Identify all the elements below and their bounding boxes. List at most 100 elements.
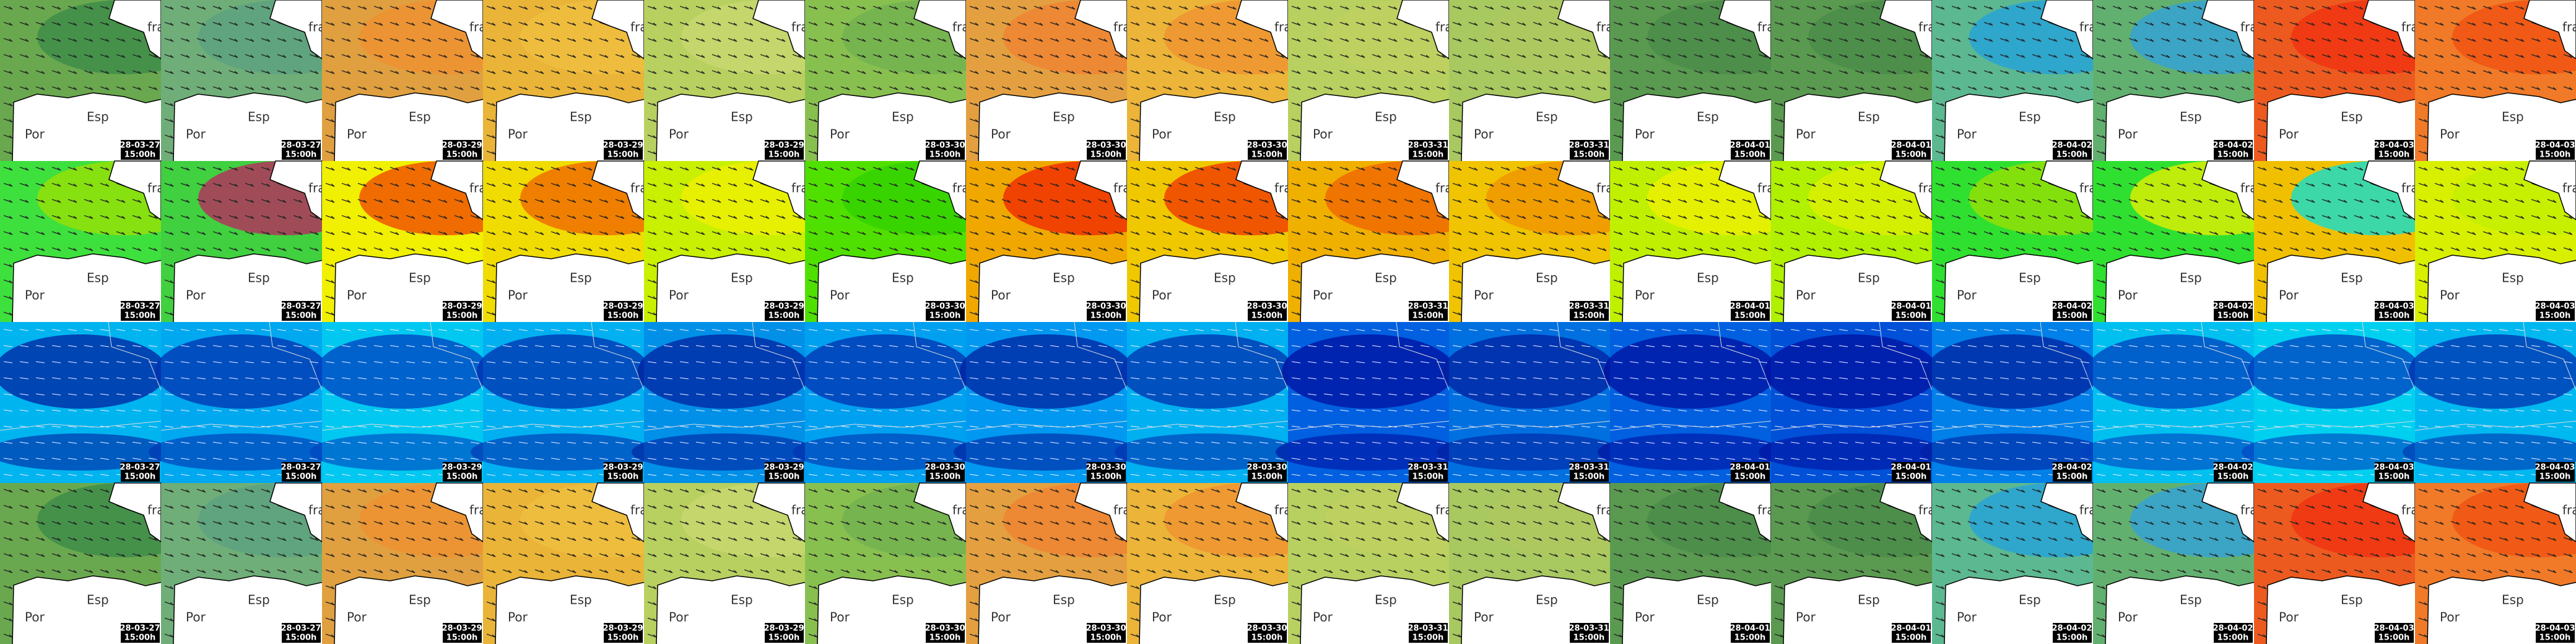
time-label: 15:00h (2056, 311, 2088, 321)
time-label: 15:00h (2378, 311, 2410, 321)
date-label: 28-03-29 (603, 463, 643, 472)
label-por: Por (1635, 288, 1655, 303)
label-esp: Esp (1697, 271, 1719, 285)
label-esp: Esp (892, 593, 914, 607)
date-box (1409, 301, 1448, 321)
coastline (1931, 321, 2094, 431)
label-esp: Esp (1053, 110, 1075, 124)
wind-arrows (0, 322, 161, 483)
date-label: 28-03-27 (281, 141, 321, 150)
label-por: Por (347, 288, 367, 303)
time-label: 15:00h (607, 150, 639, 160)
date-box (2053, 462, 2092, 482)
label-por: Por (1635, 610, 1655, 625)
date-label: 28-04-02 (2213, 463, 2253, 472)
date-label: 28-04-01 (1730, 463, 1770, 472)
coastline (804, 321, 967, 431)
label-esp: Esp (1697, 110, 1719, 124)
date-label: 28-04-02 (2052, 463, 2092, 472)
label-esp: Esp (1858, 271, 1880, 285)
label-esp: Esp (570, 110, 592, 124)
time-label: 15:00h (2378, 633, 2410, 643)
date-label: 28-03-31 (1408, 302, 1448, 311)
date-label: 28-04-03 (2535, 624, 2575, 633)
time-label: 15:00h (2217, 633, 2249, 643)
label-esp: Esp (892, 110, 914, 124)
date-box (1248, 301, 1287, 321)
date-box (121, 140, 160, 160)
label-esp: Esp (1214, 110, 1236, 124)
wind-arrows (805, 322, 966, 483)
coastline (1609, 321, 1772, 431)
date-label: 28-04-03 (2374, 624, 2414, 633)
time-label: 15:00h (124, 150, 156, 160)
date-box (2214, 140, 2253, 160)
time-label: 15:00h (2217, 472, 2249, 482)
coastline (965, 321, 1128, 431)
date-label: 28-04-01 (1730, 624, 1770, 633)
date-box (1731, 140, 1770, 160)
date-label: 28-03-31 (1408, 463, 1448, 472)
date-box (2053, 140, 2092, 160)
date-box (2053, 623, 2092, 643)
time-label: 15:00h (124, 633, 156, 643)
time-label: 15:00h (2539, 633, 2571, 643)
label-esp: Esp (1536, 593, 1558, 607)
label-por: Por (508, 288, 528, 303)
date-box (443, 301, 482, 321)
time-label: 15:00h (285, 472, 317, 482)
time-label: 15:00h (768, 150, 800, 160)
label-por: Por (1313, 288, 1333, 303)
date-box (604, 623, 643, 643)
time-label: 15:00h (929, 150, 961, 160)
label-por: Por (1957, 127, 1977, 142)
time-label: 15:00h (2217, 150, 2249, 160)
time-label: 15:00h (768, 311, 800, 321)
wind-arrows (1771, 322, 1932, 483)
label-esp: Esp (2502, 271, 2524, 285)
land-france (2523, 0, 2576, 59)
date-box (1570, 623, 1609, 643)
label-por: Por (186, 610, 206, 625)
wind-arrows (2254, 322, 2415, 483)
time-label: 15:00h (1412, 472, 1444, 482)
coastline (2092, 321, 2255, 431)
coastline (482, 321, 645, 431)
time-label: 15:00h (124, 311, 156, 321)
label-esp: Esp (2019, 271, 2041, 285)
time-label: 15:00h (2056, 472, 2088, 482)
date-box (121, 301, 160, 321)
label-por: Por (1313, 127, 1333, 142)
time-label: 15:00h (607, 472, 639, 482)
wind-arrows (1610, 322, 1771, 483)
time-label: 15:00h (1412, 150, 1444, 160)
label-por: Por (1796, 288, 1816, 303)
date-label: 28-03-30 (1086, 141, 1126, 150)
label-por: Por (830, 610, 850, 625)
time-label: 15:00h (1251, 150, 1283, 160)
label-esp: Esp (1858, 110, 1880, 124)
label-esp: Esp (2019, 593, 2041, 607)
date-label: 28-03-30 (925, 141, 965, 150)
date-box (1892, 462, 1931, 482)
label-esp: Esp (2502, 110, 2524, 124)
date-box (2375, 140, 2414, 160)
time-label: 15:00h (1895, 633, 1927, 643)
label-esp: Esp (409, 593, 431, 607)
